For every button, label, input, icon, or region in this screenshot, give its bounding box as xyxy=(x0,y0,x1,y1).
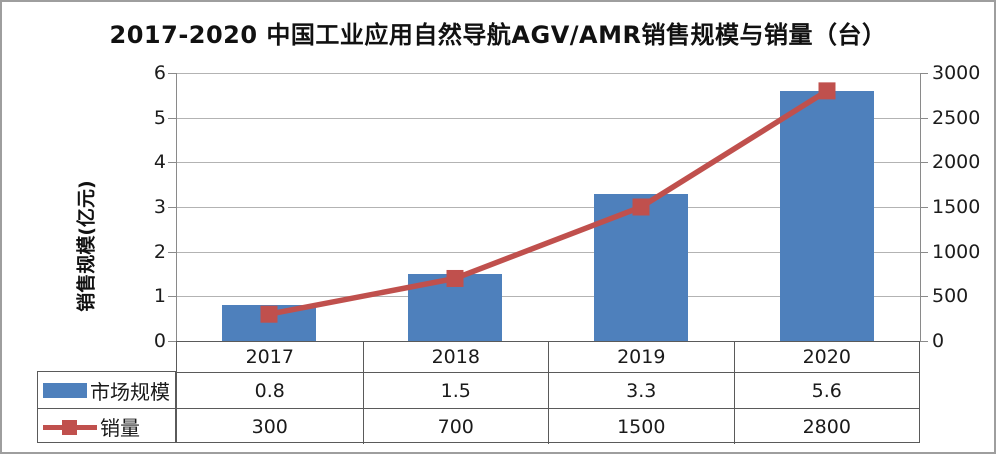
left-axis-tickmark xyxy=(168,118,176,119)
value-cell-0-3: 5.6 xyxy=(733,372,919,408)
right-axis-tick: 0 xyxy=(932,330,945,352)
year-header-cell: 2018 xyxy=(362,342,549,372)
right-axis-tick: 2500 xyxy=(932,107,981,129)
right-axis-tickmark xyxy=(920,207,928,208)
bar-2019 xyxy=(594,194,688,341)
left-axis-tickmark xyxy=(168,162,176,163)
right-axis-tickmark xyxy=(920,73,928,74)
right-axis-tick: 1000 xyxy=(932,241,981,263)
bar-2020 xyxy=(780,91,874,341)
legend-label: 市场规模 xyxy=(90,379,170,404)
left-axis-tick: 5 xyxy=(153,107,166,129)
left-axis-tick: 3 xyxy=(153,196,166,218)
right-axis-tick: 1500 xyxy=(932,196,981,218)
left-axis-line xyxy=(176,73,177,341)
right-axis-line xyxy=(920,73,921,341)
bar-2017 xyxy=(222,305,316,341)
right-axis-tick: 500 xyxy=(932,285,969,307)
chart-title: 2017-2020 中国工业应用自然导航AGV/AMR销售规模与销量（台） xyxy=(109,21,887,49)
legend-line-marker xyxy=(62,419,77,435)
right-axis-tickmark xyxy=(920,341,928,342)
right-axis-tickmark xyxy=(920,162,928,163)
value-cell-1-2: 1500 xyxy=(548,408,734,444)
left-axis-tick: 0 xyxy=(153,330,166,352)
value-cell-0-1: 1.5 xyxy=(362,372,548,408)
gridline xyxy=(176,73,920,74)
value-cell-1-3: 2800 xyxy=(733,408,919,444)
year-header-cell: 2020 xyxy=(733,342,920,372)
left-axis-tick: 2 xyxy=(153,241,166,263)
value-cell-1-0: 300 xyxy=(177,408,363,444)
right-axis-tickmark xyxy=(920,118,928,119)
year-header-cell: 2019 xyxy=(548,342,734,372)
left-axis-tickmark xyxy=(168,252,176,253)
left-axis-tick: 6 xyxy=(153,62,166,84)
right-axis-tickmark xyxy=(920,252,928,253)
value-cell-0-0: 0.8 xyxy=(177,372,363,408)
left-axis-tick: 1 xyxy=(153,285,166,307)
value-cell-0-2: 3.3 xyxy=(548,372,734,408)
legend-item-0: 市场规模 xyxy=(38,372,175,408)
legend-bar-swatch xyxy=(43,382,87,398)
sales-line xyxy=(268,88,829,317)
legend-label: 销量 xyxy=(100,416,140,440)
left-axis-tick: 4 xyxy=(153,151,166,173)
legend-line-swatch xyxy=(43,419,97,435)
bar-2018 xyxy=(408,274,502,341)
data-table: 2017 2018 2019 2020 0.8 1.5 3.3 5.6 300 700 1500 28… xyxy=(176,341,920,444)
right-axis-tick: 3000 xyxy=(932,62,981,84)
left-axis-tickmark xyxy=(168,341,176,342)
year-header-cell: 2017 xyxy=(245,346,294,368)
left-axis-tickmark xyxy=(168,73,176,74)
right-axis-tickmark xyxy=(920,296,928,297)
left-axis-tickmark xyxy=(168,207,176,208)
right-axis-tick: 2000 xyxy=(932,151,981,173)
legend-item-1: 销量 xyxy=(38,408,175,444)
left-axis-title: 销售规模(亿元) xyxy=(75,180,98,312)
legend-box: 市场规模销量 xyxy=(37,371,176,443)
left-axis-tickmark xyxy=(168,296,176,297)
value-cell-1-1: 700 xyxy=(362,408,548,444)
